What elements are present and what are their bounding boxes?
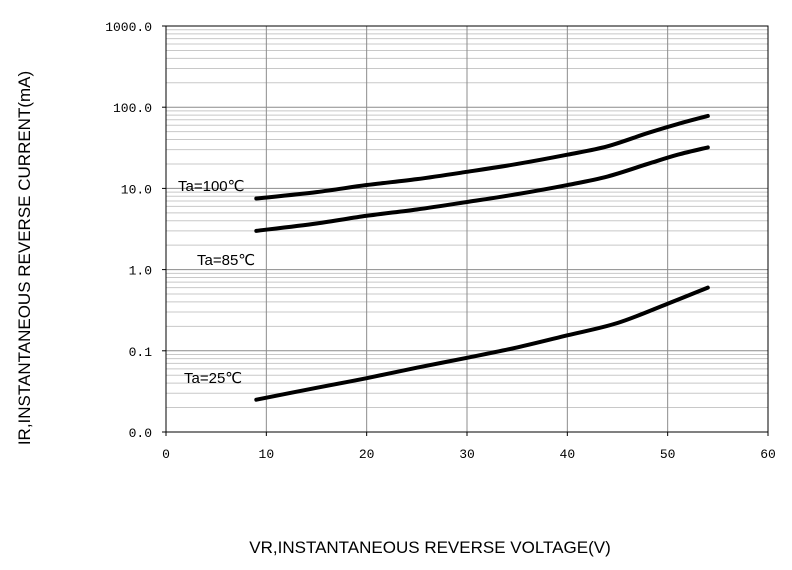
- series-lines: [254, 113, 710, 402]
- x-axis-title: VR,INSTANTANEOUS REVERSE VOLTAGE(V): [249, 538, 610, 557]
- y-tick-label: 0.1: [129, 345, 153, 360]
- x-tick-label: 30: [459, 447, 475, 462]
- y-axis-ticks: 0.0 0.1 1.0 10.0 100.0 1000.0: [105, 20, 166, 441]
- x-tick-label: 40: [560, 447, 576, 462]
- x-tick-label: 10: [259, 447, 275, 462]
- series-line-ta-85: [254, 145, 710, 233]
- x-tick-label: 60: [760, 447, 776, 462]
- series-labels: Ta=100℃ Ta=85℃ Ta=25℃: [178, 178, 255, 387]
- y-tick-label: 100.0: [113, 101, 152, 116]
- x-tick-label: 20: [359, 447, 375, 462]
- y-tick-label: 0.0: [129, 426, 152, 441]
- series-label-ta-85: Ta=85℃: [197, 252, 255, 269]
- y-tick-label: 1000.0: [105, 20, 152, 35]
- series-line-ta-100: [254, 113, 710, 201]
- series-line-ta-25: [254, 285, 710, 402]
- x-tick-label: 0: [162, 447, 170, 462]
- x-axis-ticks: 0 10 20 30 40 50 60: [162, 432, 776, 462]
- y-tick-label: 10.0: [121, 182, 152, 197]
- x-tick-label: 50: [660, 447, 676, 462]
- y-tick-label: 1.0: [129, 264, 152, 279]
- y-axis-title: IR,INSTANTANEOUS REVERSE CURRENT(mA): [15, 71, 34, 445]
- series-label-ta-25: Ta=25℃: [184, 370, 242, 387]
- series-label-ta-100: Ta=100℃: [178, 178, 244, 195]
